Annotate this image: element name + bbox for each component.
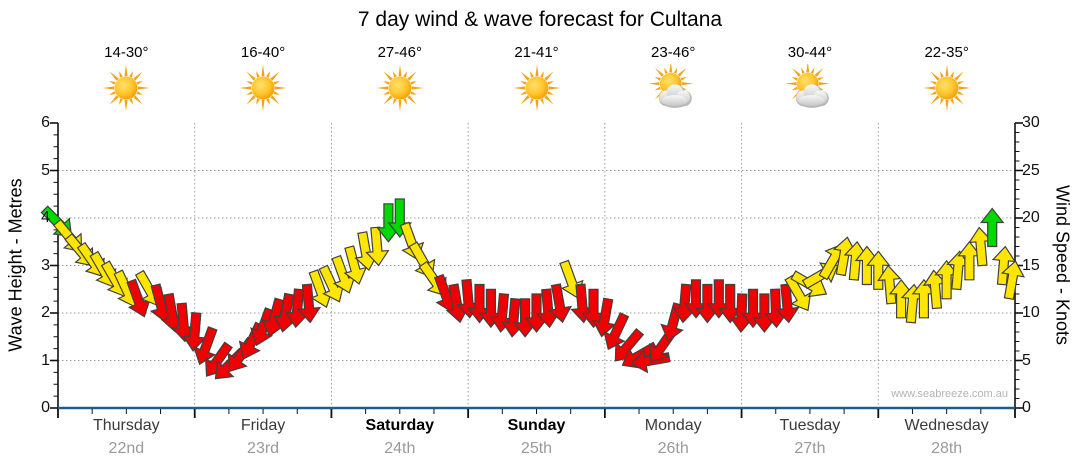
- weather-icon-partly-cloudy: [648, 61, 697, 112]
- wind-arrow: [991, 245, 1017, 286]
- wind-speed-tick-label: 30: [1022, 114, 1040, 131]
- day-date-label: 24th: [384, 440, 416, 457]
- wind-arrow: [603, 312, 630, 351]
- wind-arrow: [592, 297, 617, 338]
- wind-speed-tick-label: 5: [1022, 351, 1031, 369]
- watermark: www.seabreeze.com.au: [891, 388, 1008, 400]
- sun-icon: [239, 64, 287, 112]
- day-temp-label: 14-30°: [104, 44, 149, 61]
- day-name-label: Wednesday: [904, 417, 989, 434]
- wind-arrow: [343, 245, 368, 285]
- sun-icon: [102, 64, 150, 112]
- weather-icon-sunny: [239, 64, 287, 112]
- wave-height-tick-label: 4: [41, 209, 50, 226]
- wave-height-tick-label: 1: [41, 351, 50, 369]
- cloud-icon: [795, 84, 829, 108]
- day-name-label: Friday: [240, 417, 286, 434]
- wind-arrow: [784, 274, 812, 312]
- wave-height-tick-label: 6: [41, 114, 50, 131]
- day-date-label: 27th: [794, 440, 826, 457]
- wind-arrow: [296, 283, 322, 324]
- weather-icon-sunny: [376, 64, 424, 112]
- day-date-label: 23rd: [247, 440, 280, 457]
- sun-icon: [923, 64, 971, 112]
- weather-icon-sunny: [923, 64, 971, 112]
- day-temp-label: 16-40°: [240, 44, 286, 61]
- weather-icon-partly-cloudy: [785, 61, 834, 112]
- wave-height-tick-label: 0: [41, 399, 50, 416]
- day-date-label: 26th: [657, 440, 689, 457]
- wave-height-tick-label: 2: [41, 304, 50, 321]
- day-date-label: 28th: [931, 440, 963, 457]
- wind-speed-tick-label: 0: [1022, 399, 1031, 416]
- wind-speed-tick-label: 10: [1022, 304, 1040, 321]
- day-date-label: 22nd: [108, 440, 145, 457]
- wave-height-tick-label: 3: [41, 256, 50, 274]
- wind-arrow: [979, 207, 1005, 248]
- day-name-label: Sunday: [507, 417, 566, 434]
- day-temp-label: 23-46°: [651, 44, 696, 61]
- day-temp-label: 22-35°: [924, 44, 969, 61]
- wind-speed-tick-label: 20: [1022, 209, 1040, 226]
- day-name-label: Thursday: [92, 417, 160, 434]
- wind-arrow: [775, 283, 800, 324]
- day-name-label: Monday: [644, 417, 702, 434]
- wind-arrow: [1000, 260, 1026, 300]
- wind-arrow-series: [40, 198, 1026, 380]
- day-temp-label: 21-41°: [514, 44, 559, 61]
- wind-arrow: [365, 226, 390, 267]
- wave-height-tick-label: 5: [41, 161, 50, 179]
- wind-speed-tick-label: 25: [1022, 161, 1040, 179]
- wind-arrow: [548, 283, 573, 324]
- day-temp-label: 27-46°: [377, 44, 422, 61]
- day-temp-label: 30-44°: [787, 44, 833, 61]
- weather-icon-sunny: [513, 64, 561, 112]
- cloud-icon: [659, 84, 692, 108]
- day-date-label: 25th: [520, 440, 553, 457]
- day-name-label: Tuesday: [779, 417, 841, 434]
- sun-icon: [513, 64, 560, 112]
- wind-speed-tick-label: 15: [1022, 256, 1040, 274]
- chart-title: 7 day wind & wave forecast for Cultana: [357, 8, 723, 31]
- day-name-label: Saturday: [365, 417, 435, 434]
- wind-arrow: [193, 326, 218, 366]
- sun-icon: [376, 64, 424, 112]
- weather-icon-sunny: [102, 64, 150, 112]
